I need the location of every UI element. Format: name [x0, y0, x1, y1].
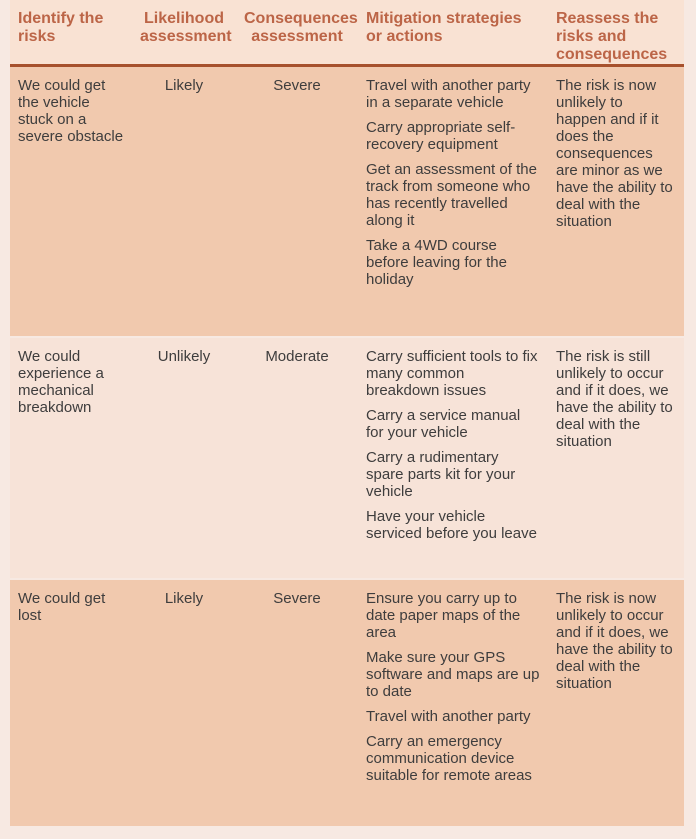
- mitigation-item: Get an assessment of the track from some…: [366, 161, 537, 229]
- mitigation-item: Travel with another party in a separate …: [366, 77, 531, 111]
- table-row-stuck-vehicle: We could get the vehicle stuck on a seve…: [10, 67, 684, 336]
- risk-cell: We could get lost: [18, 590, 106, 624]
- likelihood-cell: Unlikely: [157, 348, 211, 365]
- consequences-cell: Moderate: [265, 348, 329, 365]
- consequences-cell: Severe: [273, 77, 321, 94]
- consequences-cell: Severe: [273, 590, 321, 607]
- mitigation-cell: Carry sufficient tools to fix many commo…: [358, 348, 548, 542]
- column-header-consequences: Consequences assessment: [244, 10, 358, 45]
- risk-cell: We could experience a mechanical breakdo…: [18, 348, 104, 416]
- mitigation-cell: Ensure you carry up to date paper maps o…: [358, 590, 548, 784]
- risk-cell: We could get the vehicle stuck on a seve…: [18, 77, 124, 145]
- mitigation-item: Ensure you carry up to date paper maps o…: [366, 590, 521, 641]
- mitigation-item: Have your vehicle serviced before you le…: [366, 508, 537, 542]
- table-header-row: Identify the risks Likelihood assessment…: [10, 0, 684, 67]
- table-row-mechanical-breakdown: We could experience a mechanical breakdo…: [10, 338, 684, 578]
- column-header-likelihood: Likelihood assessment: [140, 10, 232, 45]
- mitigation-item: Carry sufficient tools to fix many commo…: [366, 348, 538, 399]
- table-row-get-lost: We could get lost Likely Severe Ensure y…: [10, 580, 684, 826]
- mitigation-cell: Travel with another party in a separate …: [358, 77, 548, 288]
- reassess-cell: The risk is now unlikely to happen and i…: [556, 77, 673, 230]
- reassess-cell: The risk is still unlikely to occur and …: [556, 348, 673, 450]
- mitigation-item: Carry a rudimentary spare parts kit for …: [366, 449, 516, 500]
- mitigation-item: Carry a service manual for your vehicle: [366, 407, 521, 441]
- column-header-reassess: Reassess the risks and consequences: [556, 10, 668, 63]
- mitigation-item: Make sure your GPS software and maps are…: [366, 649, 540, 700]
- likelihood-cell: Likely: [164, 590, 204, 607]
- mitigation-item: Carry appropriate self-recovery equipmen…: [366, 119, 516, 153]
- risk-assessment-table: Identify the risks Likelihood assessment…: [10, 0, 684, 828]
- likelihood-cell: Likely: [164, 77, 204, 94]
- mitigation-item: Carry an emergency communication device …: [366, 733, 532, 784]
- mitigation-item: Take a 4WD course before leaving for the…: [366, 237, 507, 288]
- reassess-cell: The risk is now unlikely to occur and if…: [556, 590, 673, 692]
- mitigation-item: Travel with another party: [366, 708, 531, 725]
- column-header-mitigation: Mitigation strategies or actions: [366, 10, 522, 45]
- column-header-identify-risks: Identify the risks: [18, 10, 104, 45]
